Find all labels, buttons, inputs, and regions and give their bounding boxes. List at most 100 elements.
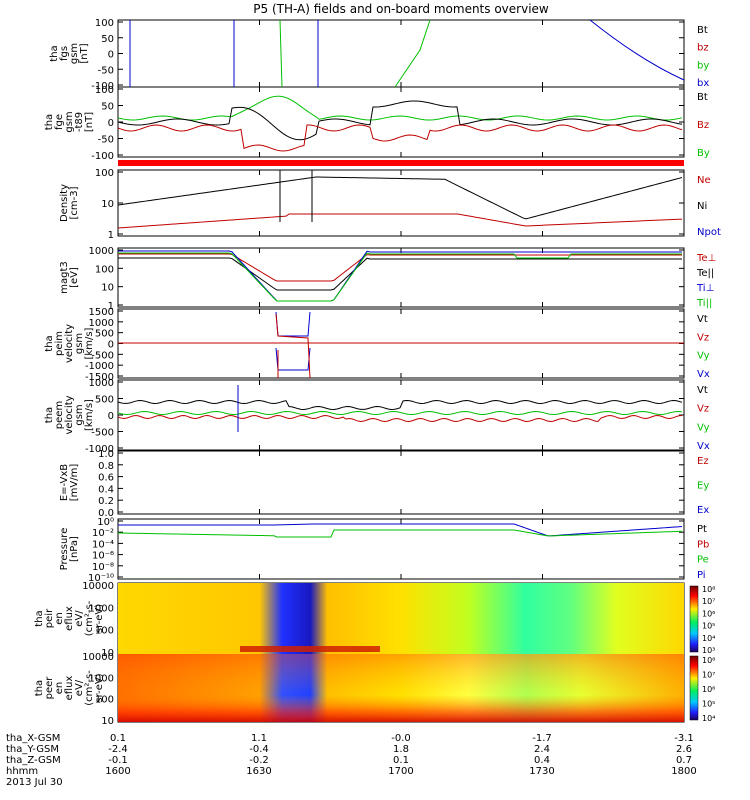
y-axis-label: [nPa] <box>69 536 80 562</box>
y-tick-label: 100 <box>95 626 114 637</box>
colorbar-label: 10⁶ <box>702 609 715 618</box>
y-tick-label: 50 <box>101 34 114 45</box>
peim-vz-trace <box>275 313 311 379</box>
y-tick-label: 10 <box>101 716 114 727</box>
y-axis-label: tha <box>34 680 45 696</box>
panel-fge: 100 50 0 -50 -100 tha fge gsm -t89 [nT] Bt Bz By <box>44 85 710 162</box>
peem-vt-trace <box>117 399 683 410</box>
footer-row-label: hhmm <box>6 766 38 777</box>
y-axis-label: fgs <box>59 46 70 61</box>
footer-value: 1600 <box>105 766 130 777</box>
peem-vy-trace <box>117 410 683 416</box>
y-axis-label: gsm <box>64 111 75 132</box>
panel-frame <box>117 169 685 237</box>
footer-value: 0.7 <box>676 755 692 766</box>
legend-entry: Pt <box>697 524 707 535</box>
legend-entry: Te|| <box>696 268 714 279</box>
y-tick-label: 100 <box>95 168 114 179</box>
y-tick-label: 10⁻² <box>92 528 114 539</box>
peir-colorbar <box>689 585 699 653</box>
panel-frame <box>117 518 685 580</box>
y-tick-label: 100 <box>95 18 114 29</box>
y-axis-label: [mV/m] <box>69 464 80 502</box>
y-tick-label: 50 <box>101 102 114 113</box>
figure-title: P5 (TH-A) fields and on-board moments ov… <box>253 2 549 16</box>
legend-entry: by <box>697 60 709 71</box>
footer-date: 2013 Jul 30 <box>6 777 63 788</box>
y-tick-label: 0 <box>108 118 114 129</box>
y-axis-label: fge <box>54 114 65 130</box>
colorbar-label: 10³ <box>702 646 715 655</box>
colorbar-label: 10⁶ <box>702 685 715 694</box>
legend-entry: Bz <box>697 120 709 131</box>
peim-vx-trace <box>275 311 311 371</box>
y-tick-label: 10⁻¹⁰ <box>88 573 114 584</box>
y-tick-label: 500 <box>95 395 114 406</box>
legend-entry: Npot <box>697 227 721 238</box>
fgs-bx-trace <box>589 19 685 81</box>
footer-row-label: tha_X-GSM <box>6 733 60 744</box>
y-tick-label: 10000 <box>82 581 114 592</box>
y-tick-label: 10 <box>101 283 114 294</box>
footer-row-label: tha_Y-GSM <box>6 744 59 755</box>
legend-entry: Vx <box>697 369 710 380</box>
peer-low-band <box>118 654 684 722</box>
density-ne-trace <box>117 213 683 229</box>
colorbar-label: 10⁴ <box>702 634 715 643</box>
peir-spectrogram <box>118 583 684 654</box>
y-axis-label: tha <box>34 610 45 626</box>
y-tick-label: 1.0 <box>98 449 114 460</box>
y-tick-label: -500 <box>91 428 114 439</box>
y-tick-label: 0.4 <box>98 484 114 495</box>
y-axis-label: magt3 <box>59 261 70 294</box>
panel-fgs: 100 50 0 -50 -100 tha fgs gsm [nT] Bt bz by bx <box>49 18 709 92</box>
colorbar-label: 10⁵ <box>702 700 715 709</box>
peem-vz-trace <box>117 414 683 423</box>
fgs-by-trace <box>394 19 431 88</box>
y-axis-label: eflux <box>64 606 75 631</box>
y-tick-label: 100 <box>95 264 114 275</box>
y-axis-label: peem <box>54 401 65 429</box>
legend-entry: Ti|| <box>696 298 712 309</box>
footer-value: 2.6 <box>676 744 692 755</box>
panel-frame <box>117 379 685 451</box>
peir-lowenergy-band <box>240 646 380 652</box>
y-tick-label: 0.2 <box>98 496 114 507</box>
y-axis-label: en <box>54 682 65 695</box>
y-tick-label: 0.6 <box>98 473 114 484</box>
y-axis-label: tha <box>44 114 55 130</box>
temp-te-trace <box>118 253 682 282</box>
footer-value: -0.2 <box>249 755 269 766</box>
y-tick-label: 1000 <box>89 673 114 684</box>
y-axis-label: -t89 <box>74 112 85 132</box>
y-tick-label: 100 <box>95 695 114 706</box>
pressure-pi-trace <box>118 523 683 537</box>
legend-entry: Vy <box>697 351 710 362</box>
y-tick-label: 0 <box>108 50 114 61</box>
y-tick-label: 10 <box>101 648 114 659</box>
footer-value: -0.1 <box>108 755 128 766</box>
legend-entry: Pe <box>697 555 709 566</box>
y-axis-label: gsm <box>74 404 85 425</box>
y-tick-label: 10⁻⁶ <box>92 551 114 562</box>
legend-entry: bx <box>697 78 709 89</box>
footer-value: 1800 <box>671 766 696 777</box>
temp-ti-trace <box>118 250 682 302</box>
y-axis-label: tha <box>44 335 55 351</box>
legend-entry: Ne <box>697 175 711 186</box>
colorbar-label: 10⁸ <box>702 585 715 594</box>
y-axis-label: peer <box>44 676 55 700</box>
y-axis-label: eV/ <box>74 610 85 627</box>
panel-efield: 1.00.80.60.40.20.0 E=-VxB [mV/m] Ez Ey Ex <box>59 449 709 519</box>
legend-entry: Vy <box>697 422 710 433</box>
panel-frame <box>117 450 685 515</box>
footer-row-label: tha_Z-GSM <box>6 755 61 766</box>
y-tick-label: -100 <box>91 81 114 92</box>
footer-value: 2.4 <box>534 744 550 755</box>
y-axis-label: sr-eV) <box>94 604 105 633</box>
y-tick-label: -50 <box>98 65 114 76</box>
legend-entry: Vt <box>697 314 708 325</box>
y-axis-label: Pressure <box>59 528 70 571</box>
